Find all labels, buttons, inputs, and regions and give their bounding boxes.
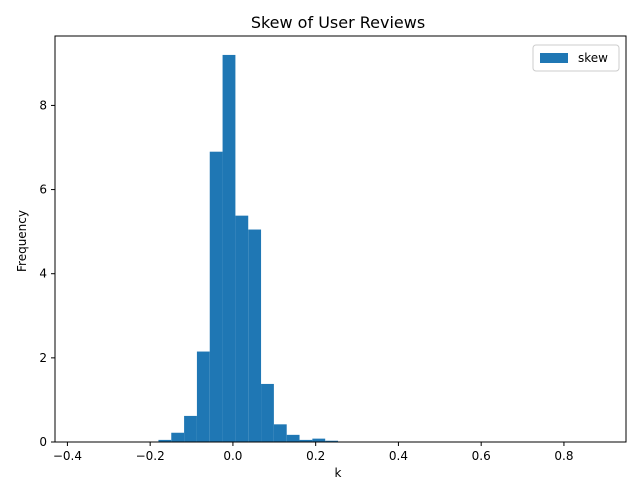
histogram-bar-4 bbox=[209, 151, 223, 443]
histogram-bar-7 bbox=[248, 229, 262, 442]
y-axis-label: Frequency bbox=[15, 210, 29, 272]
histogram-bar-11 bbox=[299, 439, 313, 442]
legend: skew bbox=[532, 44, 620, 72]
y-tick-label-3: 6 bbox=[39, 183, 47, 197]
x-tick-label-5: 0.6 bbox=[472, 449, 491, 463]
x-axis-label: k bbox=[335, 466, 342, 480]
histogram-bar-1 bbox=[171, 432, 185, 442]
x-tick-label-0: −0.4 bbox=[53, 449, 82, 463]
y-tick-label-4: 8 bbox=[39, 98, 47, 112]
x-tick-label-6: 0.8 bbox=[554, 449, 573, 463]
histogram-bar-2 bbox=[184, 415, 197, 442]
histogram-bar-6 bbox=[235, 215, 249, 442]
axes-frame bbox=[54, 35, 627, 443]
histogram-bar-9 bbox=[273, 424, 287, 442]
legend-swatch bbox=[540, 53, 568, 63]
legend-label-skew: skew bbox=[578, 51, 608, 65]
y-tick-label-2: 4 bbox=[39, 267, 47, 281]
x-tick-label-2: 0.0 bbox=[223, 449, 242, 463]
histogram-bar-10 bbox=[286, 434, 300, 442]
histogram-bar-12 bbox=[312, 438, 326, 442]
histogram-bar-0 bbox=[158, 439, 172, 442]
histogram-bar-13 bbox=[325, 440, 339, 442]
y-tick-label-1: 2 bbox=[39, 351, 47, 365]
chart-title: Skew of User Reviews bbox=[251, 13, 425, 32]
x-tick-label-3: 0.2 bbox=[306, 449, 325, 463]
y-tick-label-0: 0 bbox=[39, 435, 47, 449]
x-tick-label-1: −0.2 bbox=[136, 449, 165, 463]
legend-box bbox=[532, 44, 620, 72]
x-tick-label-4: 0.4 bbox=[389, 449, 408, 463]
plot-area: −0.4 −0.2 0.0 0.2 0.4 0.6 0.8 0 2 4 6 8 bbox=[39, 35, 627, 463]
histogram-bar-8 bbox=[261, 383, 274, 442]
histogram-bar-5 bbox=[222, 54, 236, 442]
histogram-bar-3 bbox=[196, 351, 210, 442]
